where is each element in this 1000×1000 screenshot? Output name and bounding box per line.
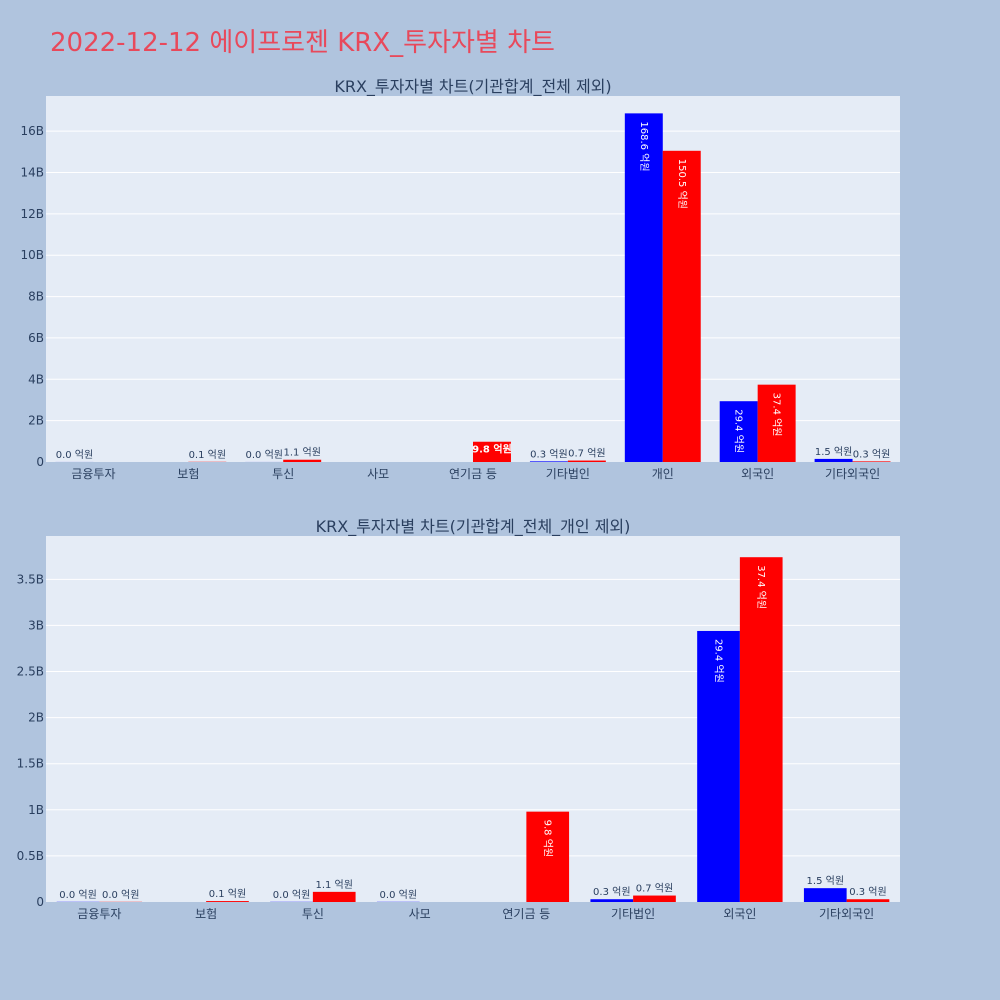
bottom-data-label: 37.4 억원 xyxy=(755,565,767,609)
bottom-data-label: 0.0 억원 xyxy=(380,889,417,901)
top-x-tick-label: 개인 xyxy=(652,467,674,481)
top-data-label: 29.4 억원 xyxy=(733,409,745,453)
top-data-label: 1.5 억원 xyxy=(815,446,852,458)
top-y-tick-label: 2B xyxy=(28,414,44,428)
bottom-data-label: 29.4 억원 xyxy=(713,639,725,683)
bottom-data-label: 0.0 억원 xyxy=(102,889,139,901)
bottom-y-tick-label: 2.5B xyxy=(17,665,44,679)
bottom-y-tick-label: 3B xyxy=(28,618,44,632)
top-x-tick-label: 외국인 xyxy=(741,467,774,481)
top-y-tick-label: 8B xyxy=(28,290,44,304)
bottom-bar xyxy=(526,811,570,902)
bottom-y-tick-label: 0 xyxy=(36,895,44,909)
bottom-y-tick-label: 0.5B xyxy=(17,849,44,863)
bottom-y-tick-label: 1B xyxy=(28,803,44,817)
top-x-tick-label: 사모 xyxy=(367,467,389,481)
top-bar xyxy=(852,461,891,462)
bottom-data-label: 0.0 억원 xyxy=(273,889,310,901)
bottom-x-tick-label: 기타법인 xyxy=(611,907,655,921)
top-y-tick-label: 16B xyxy=(20,124,44,138)
top-data-label: 168.6 억원 xyxy=(638,121,650,171)
top-x-tick-label: 금융투자 xyxy=(71,467,115,481)
bottom-bar xyxy=(633,895,676,902)
bottom-data-label: 0.0 억원 xyxy=(59,889,96,901)
top-data-label: 150.5 억원 xyxy=(676,159,688,209)
bottom-data-label: 9.8 억원 xyxy=(542,820,554,857)
bottom-x-tick-label: 연기금 등 xyxy=(502,907,550,921)
bottom-chart-title: KRX_투자자별 차트(기관합계_전체_개인 제외) xyxy=(316,517,631,537)
top-y-tick-label: 10B xyxy=(20,248,44,262)
top-data-label: 37.4 억원 xyxy=(771,393,783,437)
bottom-x-tick-label: 보험 xyxy=(195,907,217,921)
bottom-bar xyxy=(803,888,847,902)
bottom-data-label: 0.3 억원 xyxy=(849,886,886,898)
top-bar xyxy=(662,150,701,462)
top-data-label: 1.1 억원 xyxy=(283,447,320,459)
top-data-label: 0.3 억원 xyxy=(530,448,567,460)
bottom-data-label: 1.1 억원 xyxy=(315,879,352,891)
top-x-tick-label: 기타외국인 xyxy=(825,467,880,481)
top-bar xyxy=(283,459,322,462)
bottom-data-label: 1.5 억원 xyxy=(807,875,844,887)
top-data-label: 0.1 억원 xyxy=(189,449,226,461)
top-data-label: 9.8 억원 xyxy=(472,443,512,456)
top-x-tick-label: 보험 xyxy=(177,467,199,481)
top-y-tick-label: 6B xyxy=(28,331,44,345)
bottom-y-tick-label: 3.5B xyxy=(17,572,44,586)
top-bar xyxy=(719,401,758,462)
top-x-tick-label: 투신 xyxy=(272,467,294,481)
bottom-x-tick-label: 금융투자 xyxy=(77,907,121,921)
chart-top: KRX_투자자별 차트(기관합계_전체 제외) 0 2B 4B 6B 8B 10B 12B 14… xyxy=(20,77,900,481)
top-bar xyxy=(814,458,853,462)
bottom-x-tick-label: 기타외국인 xyxy=(819,907,874,921)
bottom-bar xyxy=(206,901,249,902)
bottom-data-label: 0.3 억원 xyxy=(593,886,630,898)
top-bar xyxy=(567,460,606,462)
top-data-label: 0.0 억원 xyxy=(246,449,283,461)
bottom-data-label: 0.7 억원 xyxy=(636,883,673,895)
top-data-label: 0.0 억원 xyxy=(56,449,93,461)
bottom-bar xyxy=(697,630,740,902)
top-bar xyxy=(473,441,511,462)
top-bar xyxy=(624,113,663,462)
page-title: 2022-12-12 에이프로젠 KRX_투자자별 차트 xyxy=(50,28,555,58)
chart-bottom: KRX_투자자별 차트(기관합계_전체_개인 제외) 0 0.5B 1B 1.5B 2B 2… xyxy=(17,517,900,921)
top-chart-title: KRX_투자자별 차트(기관합계_전체 제외) xyxy=(334,77,611,97)
top-x-tick-label: 연기금 등 xyxy=(449,467,497,481)
bottom-x-tick-label: 외국인 xyxy=(723,907,756,921)
top-y-tick-label: 14B xyxy=(20,166,44,180)
top-y-tick-label: 0 xyxy=(36,455,44,469)
bottom-bar xyxy=(739,557,783,902)
bottom-x-tick-label: 투신 xyxy=(302,907,324,921)
top-x-tick-label: 기타법인 xyxy=(546,467,590,481)
top-data-label: 0.3 억원 xyxy=(853,448,890,460)
bottom-y-tick-label: 1.5B xyxy=(17,757,44,771)
bottom-x-tick-label: 사모 xyxy=(409,907,431,921)
bottom-y-tick-label: 2B xyxy=(28,711,44,725)
top-data-label: 0.7 억원 xyxy=(568,448,605,460)
bottom-bar xyxy=(846,899,890,902)
top-bar xyxy=(529,461,568,462)
top-bar xyxy=(757,384,796,462)
top-y-tick-label: 12B xyxy=(20,207,44,221)
bottom-bar xyxy=(312,891,356,902)
top-y-tick-label: 4B xyxy=(28,372,44,386)
bottom-data-label: 0.1 억원 xyxy=(209,888,246,900)
bottom-bar xyxy=(590,899,634,902)
